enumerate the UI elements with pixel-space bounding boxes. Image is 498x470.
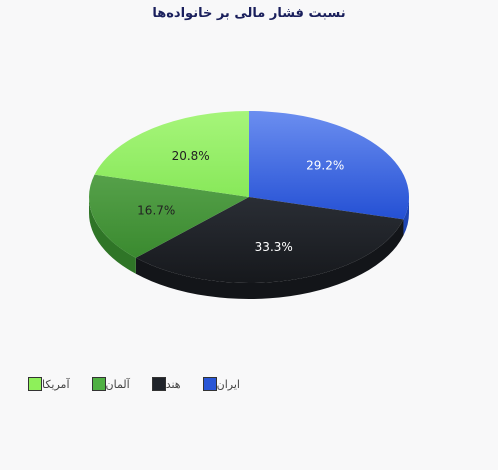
- legend-item-iran[interactable]: ایران: [195, 377, 240, 391]
- pie-slice-usa[interactable]: [94, 110, 249, 197]
- chart-title: نسبت فشار مالی بر خانواده‌ها: [152, 6, 346, 21]
- legend-swatch: [151, 377, 166, 391]
- pie-slice-india[interactable]: [135, 197, 404, 283]
- pie-labels: 29.2% 33.3% 16.7% 20.8%: [137, 149, 344, 254]
- legend-label: هند: [165, 377, 181, 391]
- legend-swatch: [28, 377, 42, 391]
- legend-item-india[interactable]: هند: [144, 377, 181, 391]
- pie-tops: [89, 110, 409, 283]
- legend-item-germany[interactable]: آلمان: [84, 377, 130, 391]
- pie-sides: [89, 197, 409, 299]
- legend-label: آلمان: [105, 377, 130, 391]
- pie-slice-germany[interactable]: [89, 174, 249, 258]
- slice-label-germany: 16.7%: [137, 203, 175, 217]
- legend: ایران هند آلمان آمریکا: [20, 377, 254, 391]
- pie-side-germany: [89, 197, 136, 274]
- pie-side-iran: [403, 197, 409, 236]
- legend-label: ایران: [216, 377, 240, 391]
- legend-swatch: [91, 377, 106, 391]
- slice-label-india: 33.3%: [255, 240, 293, 254]
- legend-label: آمریکا: [42, 377, 70, 391]
- legend-swatch: [202, 377, 217, 391]
- legend-item-usa[interactable]: آمریکا: [20, 377, 70, 391]
- pie-slice-iran[interactable]: [249, 111, 409, 220]
- slice-label-usa: 20.8%: [172, 149, 210, 163]
- slice-label-iran: 29.2%: [306, 159, 344, 173]
- pie-side-india: [135, 219, 404, 299]
